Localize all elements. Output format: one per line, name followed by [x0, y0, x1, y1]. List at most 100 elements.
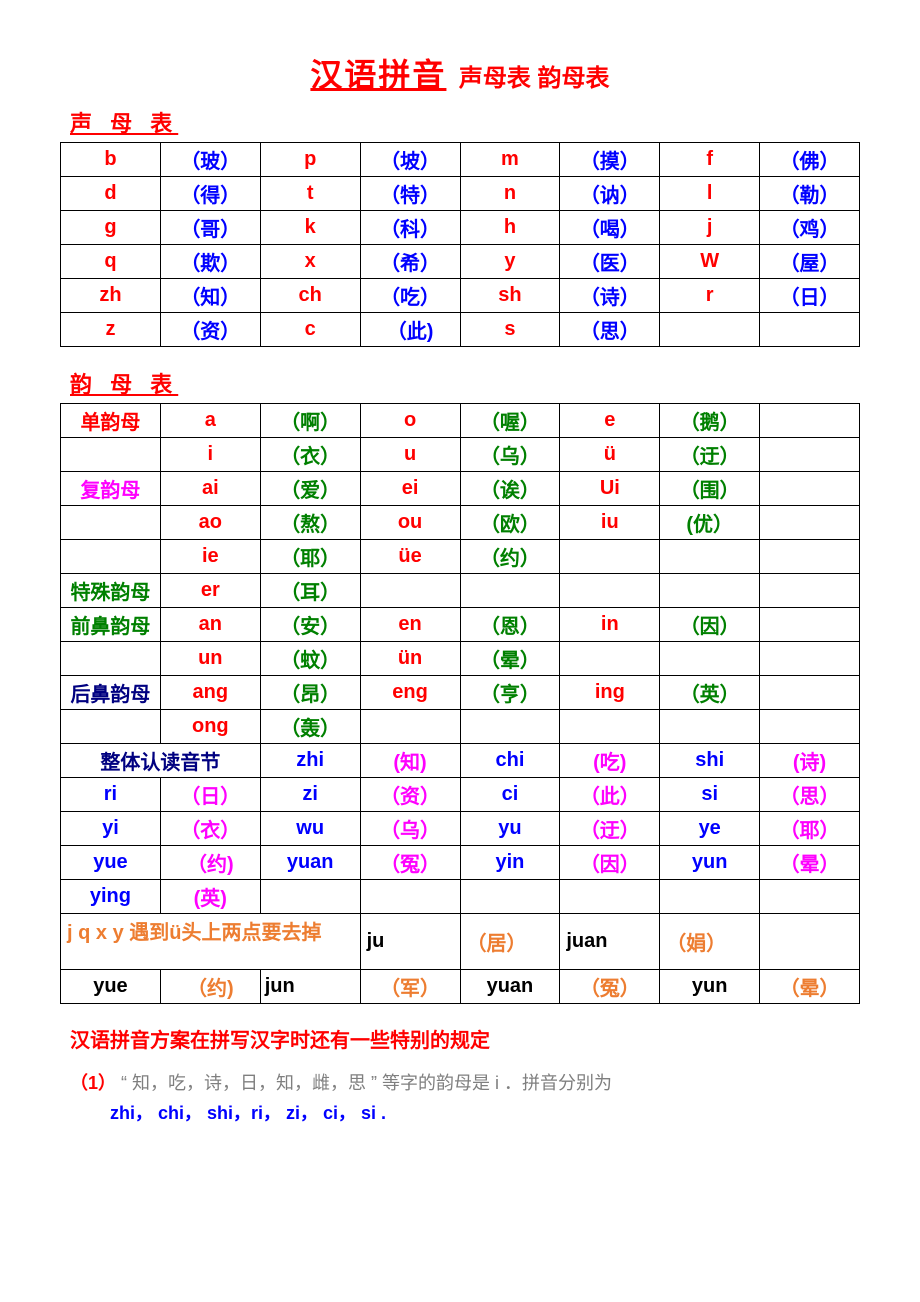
table-cell: ün	[360, 642, 460, 676]
table-cell	[760, 472, 860, 506]
notes-heading: 汉语拼音方案在拼写汉字时还有一些特别的规定	[70, 1024, 860, 1053]
table-cell	[660, 880, 760, 914]
table-cell	[560, 642, 660, 676]
page-title: 汉语拼音 声母表 韵母表	[60, 50, 860, 96]
table-cell: b	[61, 143, 161, 177]
note-text-blue: zhi， chi， shi，ri， zi， ci， si .	[110, 1103, 386, 1123]
table-cell: r	[660, 279, 760, 313]
table-cell: （坡）	[360, 143, 460, 177]
table-cell: yun	[660, 846, 760, 880]
table-cell: (英)	[160, 880, 260, 914]
table-cell: （耶）	[260, 540, 360, 574]
table-cell: （晕）	[760, 846, 860, 880]
table-cell: （爱）	[260, 472, 360, 506]
table-cell: （昂）	[260, 676, 360, 710]
table-cell: 特殊韵母	[61, 574, 161, 608]
table-cell: Ui	[560, 472, 660, 506]
table-cell: 复韵母	[61, 472, 161, 506]
table-cell	[760, 880, 860, 914]
table-cell: （医）	[560, 245, 660, 279]
table-cell: x	[260, 245, 360, 279]
table-cell	[760, 438, 860, 472]
table-cell: （思）	[760, 778, 860, 812]
table-cell: yue	[61, 970, 161, 1004]
title-main: 汉语拼音	[310, 57, 446, 93]
table-cell: sh	[460, 279, 560, 313]
table-cell: （啊）	[260, 404, 360, 438]
table-cell: (优）	[660, 506, 760, 540]
table-cell: （安）	[260, 608, 360, 642]
table-cell: （轰）	[260, 710, 360, 744]
table-cell: （恩）	[460, 608, 560, 642]
table-cell	[360, 880, 460, 914]
table-cell	[660, 540, 760, 574]
table-cell: （吃）	[360, 279, 460, 313]
table-cell	[260, 880, 360, 914]
table-cell: （欧）	[460, 506, 560, 540]
table-cell: （迂）	[560, 812, 660, 846]
table-cell: 整体认读音节	[61, 744, 261, 778]
table-cell: （玻）	[160, 143, 260, 177]
table-cell: （因）	[560, 846, 660, 880]
table-cell: c	[260, 313, 360, 347]
table-cell: （讷）	[560, 177, 660, 211]
table-cell	[660, 642, 760, 676]
table-cell	[61, 710, 161, 744]
table-cell	[560, 540, 660, 574]
table-cell: n	[460, 177, 560, 211]
table-cell: （晕）	[460, 642, 560, 676]
table-cell	[61, 438, 161, 472]
table-cell	[760, 540, 860, 574]
note-line-2: zhi， chi， shi，ri， zi， ci， si .	[110, 1099, 860, 1125]
table-cell: （衣）	[160, 812, 260, 846]
table-cell: zh	[61, 279, 161, 313]
table-cell: m	[460, 143, 560, 177]
table-cell: （鸡）	[760, 211, 860, 245]
table-cell: （衣）	[260, 438, 360, 472]
table-cell: a	[160, 404, 260, 438]
table-cell: un	[160, 642, 260, 676]
table-cell: ying	[61, 880, 161, 914]
table-cell: d	[61, 177, 161, 211]
table-cell: （得）	[160, 177, 260, 211]
table-cell: （围）	[660, 472, 760, 506]
table-cell	[760, 642, 860, 676]
table-cell: （诶）	[460, 472, 560, 506]
table-cell: （欺）	[160, 245, 260, 279]
table-cell: （亨）	[460, 676, 560, 710]
table-cell	[760, 914, 860, 970]
table-cell: ao	[160, 506, 260, 540]
table-cell	[460, 710, 560, 744]
table-cell: 后鼻韵母	[61, 676, 161, 710]
table-cell: juan	[560, 914, 660, 970]
table-cell: o	[360, 404, 460, 438]
table-cell: yue	[61, 846, 161, 880]
table-cell: (吃)	[560, 744, 660, 778]
yunmu-heading: 韵 母 表	[70, 367, 860, 399]
table-cell: (诗)	[760, 744, 860, 778]
table-cell: （晕）	[760, 970, 860, 1004]
table-cell	[61, 540, 161, 574]
table-cell: （资）	[360, 778, 460, 812]
table-cell: （熬）	[260, 506, 360, 540]
table-cell: g	[61, 211, 161, 245]
table-cell: 前鼻韵母	[61, 608, 161, 642]
table-cell: ang	[160, 676, 260, 710]
table-cell	[460, 574, 560, 608]
table-cell: ie	[160, 540, 260, 574]
table-cell: yuan	[460, 970, 560, 1004]
table-cell: （鹅）	[660, 404, 760, 438]
table-cell: （喔）	[460, 404, 560, 438]
table-cell: （科）	[360, 211, 460, 245]
table-cell	[760, 313, 860, 347]
table-cell: （摸）	[560, 143, 660, 177]
table-cell: （约)	[160, 970, 260, 1004]
table-cell	[560, 574, 660, 608]
table-cell: eng	[360, 676, 460, 710]
table-cell: f	[660, 143, 760, 177]
table-cell: （哥）	[160, 211, 260, 245]
note-text-gray: “ 知，吃，诗，日，知，雌，思 ” 等字的韵母是 i ．拼音分别为	[121, 1073, 612, 1093]
title-sub: 声母表 韵母表	[459, 65, 610, 92]
table-cell: ü	[560, 438, 660, 472]
table-cell	[660, 710, 760, 744]
